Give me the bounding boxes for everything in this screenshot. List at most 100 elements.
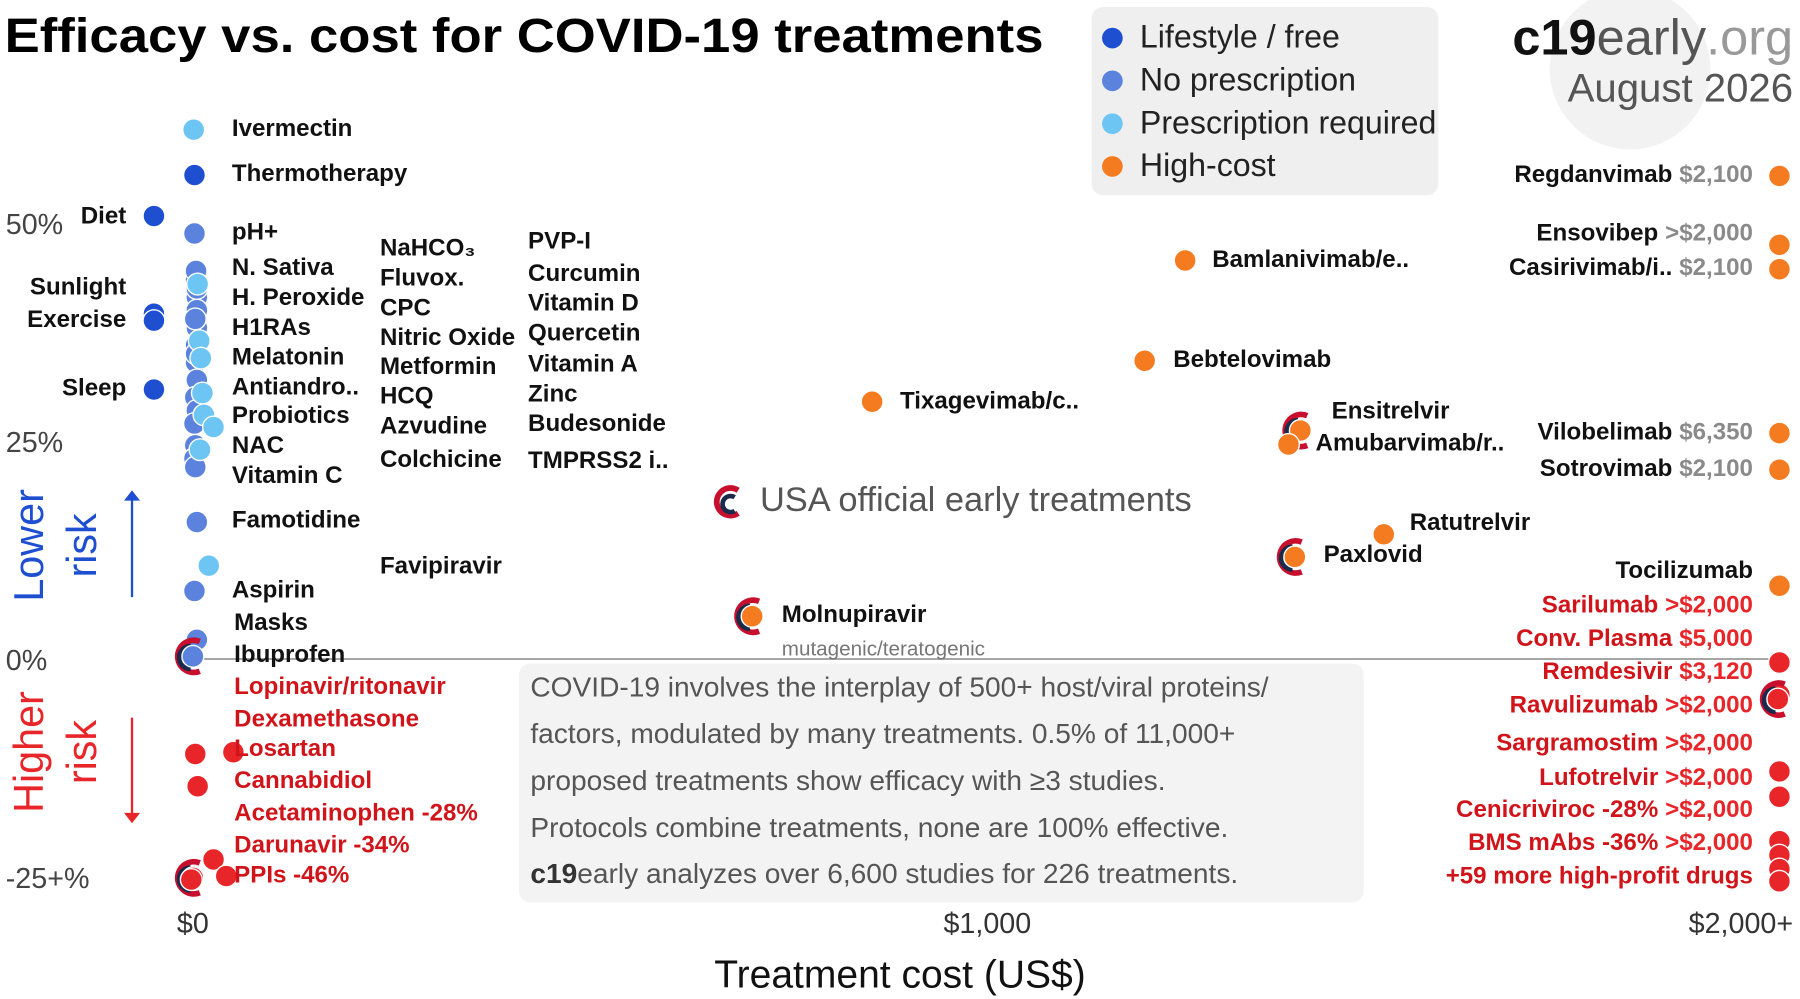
point	[1767, 869, 1792, 893]
point-label: H. Peroxide	[232, 284, 365, 311]
point-label: Paxlovid	[1324, 541, 1423, 568]
point-label: Tocilizumab	[1615, 557, 1752, 584]
point	[1173, 248, 1197, 273]
background	[1549, 0, 1711, 150]
point	[1276, 432, 1301, 457]
point-label: Antiandro..	[232, 374, 359, 401]
point	[221, 740, 245, 764]
price-label: $3,120	[1679, 658, 1753, 685]
point-label: Ibuprofen	[234, 641, 345, 668]
point-label: Cenicriviroc -28%	[1456, 796, 1658, 823]
point-label: Conv. Plasma	[1516, 625, 1673, 652]
point-label: Exercise	[27, 306, 126, 333]
point-label: Darunavir -34%	[234, 832, 409, 859]
point	[179, 867, 203, 892]
point	[182, 579, 207, 603]
note-line: proposed treatments show efficacy with ≥…	[530, 765, 1165, 796]
note-text: early analyzes over 6,600 studies for 22…	[577, 858, 1238, 889]
point	[1767, 257, 1792, 281]
point	[183, 742, 207, 766]
point-label: Vitamin D	[528, 290, 639, 317]
legend-label: Lifestyle / free	[1140, 19, 1340, 55]
point-label: Ensitrelvir	[1332, 398, 1450, 425]
point-label: Casirivimab/i..	[1509, 254, 1672, 281]
point	[183, 307, 207, 331]
point-label: Vitamin A	[528, 351, 638, 378]
point	[188, 438, 212, 462]
price-label: $6,350	[1679, 418, 1753, 445]
point-label: Azvudine	[380, 413, 487, 440]
point-label: Bebtelovimab	[1173, 346, 1331, 373]
official-label: USA official early treatments	[760, 481, 1192, 519]
point	[1283, 545, 1307, 569]
point-label: Lufotrelvir	[1539, 764, 1659, 791]
point-label: pH+	[232, 219, 278, 246]
legend-marker	[1102, 156, 1123, 177]
brand: c19early.org	[1512, 9, 1793, 66]
point-label: HCQ	[380, 383, 434, 410]
note-line: Protocols combine treatments, none are 1…	[530, 812, 1228, 843]
y-tick-label: 25%	[6, 427, 63, 459]
point-label: +59 more high-profit drugs	[1446, 863, 1753, 890]
point-label: Ravulizumab	[1510, 691, 1659, 718]
point-label: N. Sativa	[232, 254, 334, 281]
arrow-head	[123, 812, 141, 824]
y-tick-label: 50%	[6, 209, 63, 241]
point	[197, 554, 221, 578]
price-label: >$2,000	[1665, 764, 1753, 791]
point-label: Vitamin C	[232, 462, 343, 489]
point-label: Bamlanivimab/e..	[1212, 246, 1409, 273]
point-label: Diet	[81, 202, 127, 229]
point-label: Favipiravir	[380, 553, 502, 580]
point-label: Probiotics	[232, 402, 350, 429]
legend-box	[1091, 7, 1439, 196]
point	[1767, 574, 1792, 598]
point-label: Sarilumab	[1542, 592, 1659, 619]
point-label: Ivermectin	[232, 115, 353, 142]
price-label: >$2,000	[1665, 691, 1753, 718]
point-label: Sleep	[62, 375, 126, 402]
point-label: Acetaminophen -28%	[234, 799, 478, 826]
note-line: factors, modulated by many treatments. 0…	[530, 718, 1235, 749]
point	[1767, 458, 1792, 482]
point	[1766, 687, 1790, 711]
point-label: Losartan	[234, 735, 336, 762]
legend-marker	[1102, 27, 1123, 49]
point-label: Thermotherapy	[232, 160, 408, 187]
lower-risk: risk	[59, 513, 105, 578]
point-label: Regdanvimab	[1514, 161, 1672, 188]
point-label: BMS mAbs -36%	[1468, 829, 1658, 856]
price-label: >$2,000	[1665, 796, 1753, 823]
point-label: NaHCO₃	[380, 235, 475, 262]
price-label: $2,100	[1679, 254, 1753, 281]
point-label: Quercetin	[528, 320, 640, 347]
point	[182, 221, 207, 246]
legend: Lifestyle / free No prescription Prescript…	[1102, 19, 1436, 183]
point-label: Sargramostim	[1496, 729, 1658, 756]
brand-part: c19	[1512, 9, 1596, 66]
price-label: $2,100	[1679, 455, 1753, 482]
point-label: Lopinavir/ritonavir	[234, 673, 446, 700]
higher-risk: Higher	[6, 691, 52, 813]
point	[181, 644, 205, 668]
point-label: Tixagevimab/c..	[900, 387, 1079, 414]
date: August 2026	[1568, 65, 1794, 110]
point-label: H1RAs	[232, 314, 311, 341]
point	[186, 272, 210, 296]
note: COVID-19 involves the interplay of 500+ …	[530, 671, 1268, 889]
point-label: NAC	[232, 432, 284, 459]
y-tick-label: -25+%	[6, 863, 90, 895]
brand-part: .org	[1706, 9, 1793, 66]
point	[1767, 650, 1792, 675]
point	[860, 390, 884, 414]
point-label: Molnupiravir	[782, 601, 927, 628]
point	[1767, 759, 1792, 784]
point-label: Ensovibep	[1536, 220, 1658, 247]
price-label: >$2,000	[1665, 829, 1753, 856]
point-label: Nitric Oxide	[380, 324, 515, 351]
point-label: Sotrovimab	[1540, 455, 1673, 482]
point-label: CPC	[380, 294, 431, 321]
price-label: >$2,000	[1665, 220, 1753, 247]
point	[189, 346, 213, 370]
point-label: Ratutrelvir	[1410, 509, 1531, 536]
